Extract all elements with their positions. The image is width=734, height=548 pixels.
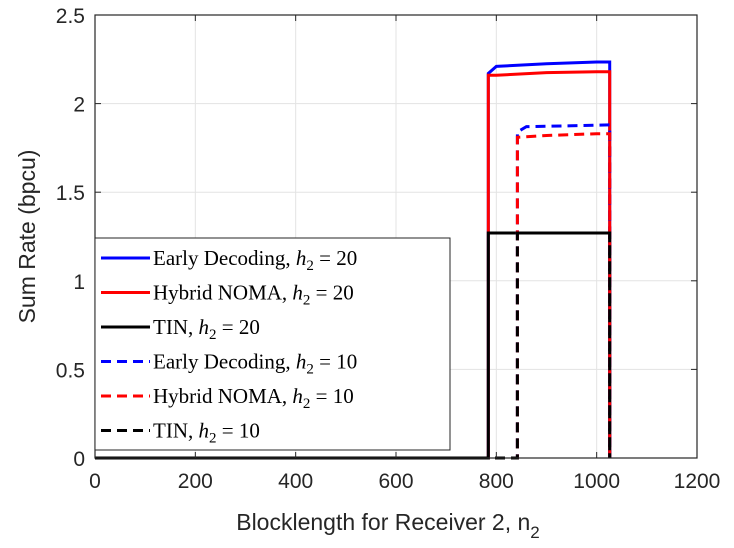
x-tick-label: 1000 <box>573 470 620 493</box>
legend-entry-subscript: 2 <box>306 362 314 378</box>
legend-entry-2: Hybrid NOMA, h2 = 20 <box>153 281 354 309</box>
legend-entry-3: TIN, h2 = 20 <box>153 315 260 343</box>
y-tick-label: 2 <box>73 94 85 117</box>
y-tick-label: 2.5 <box>56 5 85 28</box>
legend-entry-6: TIN, h2 = 10 <box>153 419 260 447</box>
legend-entry-value: = 10 <box>217 419 260 443</box>
x-tick-label: 200 <box>178 470 213 493</box>
x-axis-label-text: Blocklength for Receiver 2, n <box>236 509 530 535</box>
x-tick-label: 800 <box>479 470 514 493</box>
y-tick-label: 0.5 <box>56 359 85 382</box>
x-axis-label-subscript: 2 <box>530 523 539 542</box>
legend-entry-value: = 10 <box>314 350 357 374</box>
legend-entry-variable: h <box>292 384 303 408</box>
legend-entry-label: Hybrid NOMA, <box>153 384 292 408</box>
legend-entry-variable: h <box>199 419 210 443</box>
legend-entry-label: TIN, <box>153 315 199 339</box>
legend-entry-variable: h <box>199 315 210 339</box>
legend-entry-value: = 20 <box>217 315 260 339</box>
x-tick-label: 400 <box>278 470 313 493</box>
y-axis-label: Sum Rate (bpcu) <box>14 150 40 324</box>
legend-entry-variable: h <box>296 350 307 374</box>
legend-entry-subscript: 2 <box>303 293 311 309</box>
legend-entry-subscript: 2 <box>306 258 314 274</box>
x-axis-label: Blocklength for Receiver 2, n2 <box>236 509 540 542</box>
legend-entry-variable: h <box>296 246 307 270</box>
legend-entry-value: = 20 <box>314 246 357 270</box>
legend-entry-5: Hybrid NOMA, h2 = 10 <box>153 384 354 412</box>
legend-entry-value: = 20 <box>310 281 353 305</box>
ticks: 0 200 400 600 800 1000 1200 0 0.5 1 1.5 2 2.5 <box>56 5 721 493</box>
legend-entry-label: Early Decoding, <box>153 350 296 374</box>
x-tick-label: 1200 <box>674 470 721 493</box>
legend-entry-label: TIN, <box>153 419 199 443</box>
y-tick-label: 0 <box>73 448 85 471</box>
legend-box <box>94 237 451 451</box>
legend-entry-label: Early Decoding, <box>153 246 296 270</box>
legend-entry-subscript: 2 <box>209 327 217 343</box>
x-tick-label: 600 <box>378 470 413 493</box>
y-tick-label: 1 <box>73 271 85 294</box>
legend-entry-subscript: 2 <box>303 396 311 412</box>
legend-entry-subscript: 2 <box>209 431 217 447</box>
y-tick-label: 1.5 <box>56 182 85 205</box>
legend-entry-1: Early Decoding, h2 = 20 <box>153 246 357 274</box>
legend-entry-variable: h <box>292 281 303 305</box>
legend-entry-label: Hybrid NOMA, <box>153 281 292 305</box>
legend-entry-4: Early Decoding, h2 = 10 <box>153 350 357 378</box>
legend-entry-value: = 10 <box>310 384 353 408</box>
x-tick-label: 0 <box>89 470 101 493</box>
